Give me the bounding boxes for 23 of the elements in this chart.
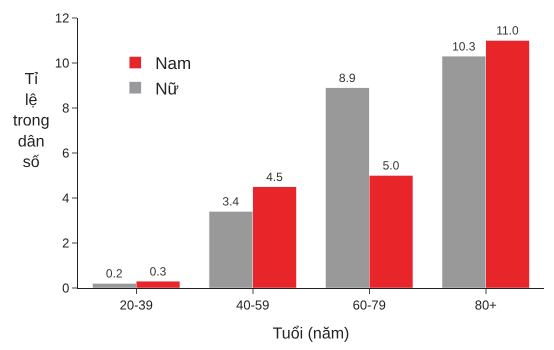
- y-tick-label: 4: [62, 190, 70, 206]
- data-label: 0.2: [106, 266, 123, 280]
- data-label: 8.9: [338, 70, 356, 85]
- y-tick-label: 10: [54, 56, 70, 71]
- y-tick-label: 2: [62, 236, 70, 251]
- y-axis-title: Tỉ lệ trong dân số: [13, 71, 50, 172]
- y-tick-label: 12: [54, 10, 70, 26]
- x-tick-label: 20-39: [120, 298, 153, 313]
- legend-label: Nữ: [155, 79, 179, 98]
- y-tick-label: 8: [62, 100, 70, 116]
- legend-label: Nam: [155, 54, 192, 74]
- data-label: 5.0: [382, 158, 400, 172]
- y-tick-label: 6: [62, 146, 70, 161]
- data-label: 11.0: [496, 24, 519, 38]
- x-tick-label: 80+: [474, 298, 497, 313]
- x-tick-label: 40-59: [236, 298, 270, 313]
- data-label: 0.3: [150, 264, 167, 278]
- y-tick-label: 0: [62, 280, 70, 296]
- data-label: 4.5: [266, 170, 284, 184]
- x-axis-title: Tuổi (năm): [272, 325, 350, 342]
- x-tick-label: 60-79: [352, 298, 386, 313]
- data-label: 3.4: [222, 194, 240, 208]
- data-label: 10.3: [452, 39, 476, 54]
